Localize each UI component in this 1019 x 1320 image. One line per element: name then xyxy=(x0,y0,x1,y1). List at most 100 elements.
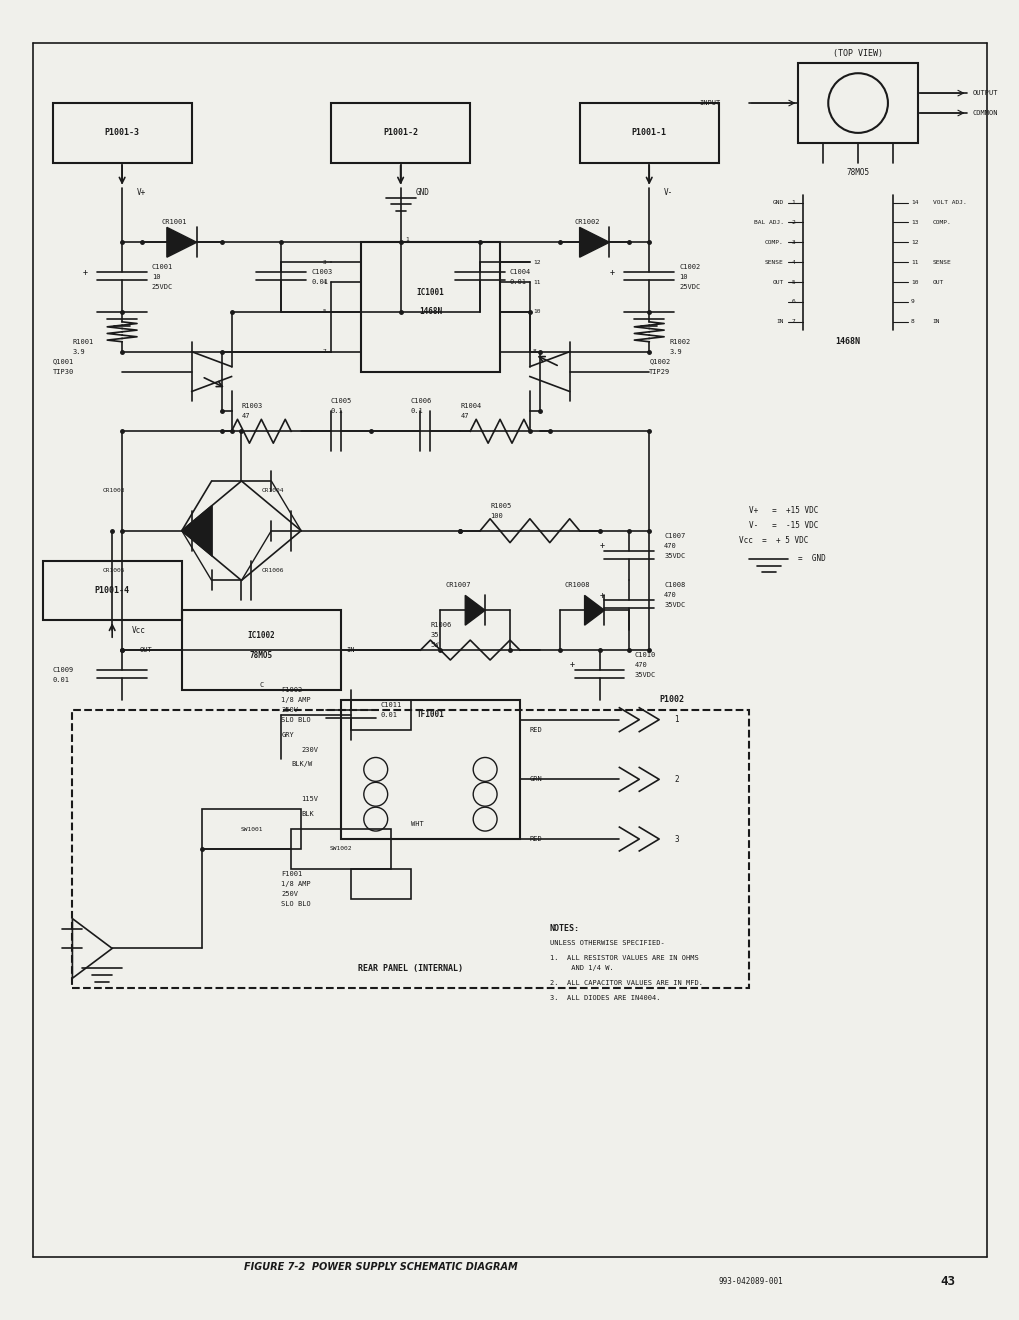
Text: P1002: P1002 xyxy=(658,696,684,705)
Text: 100: 100 xyxy=(489,512,502,519)
Polygon shape xyxy=(242,531,271,581)
Text: C: C xyxy=(259,682,263,688)
Text: 78MO5: 78MO5 xyxy=(846,168,869,177)
Text: IN: IN xyxy=(931,319,940,325)
Text: V-: V- xyxy=(663,187,673,197)
Text: TF1001: TF1001 xyxy=(416,710,444,719)
Text: P1001-2: P1001-2 xyxy=(383,128,418,137)
Text: (TOP VIEW): (TOP VIEW) xyxy=(833,49,882,58)
Text: 993-042089-001: 993-042089-001 xyxy=(718,1276,783,1286)
Text: 11: 11 xyxy=(532,280,540,285)
Text: +: + xyxy=(83,268,88,277)
Text: CR1006: CR1006 xyxy=(261,568,283,573)
Text: +: + xyxy=(609,268,613,277)
Text: 470: 470 xyxy=(634,661,646,668)
Text: 2: 2 xyxy=(791,220,795,224)
Text: 10: 10 xyxy=(679,275,687,280)
Text: C1008: C1008 xyxy=(663,582,685,589)
Text: 25VDC: 25VDC xyxy=(152,284,173,290)
Text: F1002: F1002 xyxy=(281,686,303,693)
Text: 2: 2 xyxy=(674,775,678,784)
Polygon shape xyxy=(181,531,211,581)
Text: 10: 10 xyxy=(910,280,917,285)
Bar xyxy=(72,710,748,989)
Text: SLO BLO: SLO BLO xyxy=(281,900,311,907)
Text: C1005: C1005 xyxy=(330,399,352,404)
Text: SLO BLO: SLO BLO xyxy=(281,717,311,722)
Text: Q1001: Q1001 xyxy=(52,359,73,364)
Text: 4: 4 xyxy=(791,260,795,265)
Text: C1002: C1002 xyxy=(679,264,700,271)
Text: OUT: OUT xyxy=(931,280,943,285)
Text: P1001-1: P1001-1 xyxy=(631,128,666,137)
Text: 14: 14 xyxy=(910,201,917,205)
Text: 115V: 115V xyxy=(301,796,318,803)
Text: 8: 8 xyxy=(532,350,536,354)
Polygon shape xyxy=(465,595,485,626)
Polygon shape xyxy=(579,227,609,257)
Text: 1: 1 xyxy=(406,236,409,242)
Text: 5: 5 xyxy=(791,280,795,285)
Text: V+: V+ xyxy=(137,187,146,197)
Text: 7: 7 xyxy=(322,350,326,354)
Bar xyxy=(202,809,301,849)
Text: R1005: R1005 xyxy=(489,503,511,508)
Text: 2.  ALL CAPACITOR VALUES ARE IN MFD.: 2. ALL CAPACITOR VALUES ARE IN MFD. xyxy=(549,981,702,986)
Text: 3.  ALL DIODES ARE IN4004.: 3. ALL DIODES ARE IN4004. xyxy=(549,995,659,1001)
Text: 0.1: 0.1 xyxy=(410,408,423,414)
Text: OUT: OUT xyxy=(139,647,152,653)
Text: C1009: C1009 xyxy=(52,667,73,673)
Text: 10: 10 xyxy=(532,309,540,314)
Text: P1001-4: P1001-4 xyxy=(95,586,129,595)
Text: 470: 470 xyxy=(663,593,677,598)
Text: 1: 1 xyxy=(791,201,795,205)
Text: SENSE: SENSE xyxy=(931,260,951,265)
Text: C1006: C1006 xyxy=(410,399,431,404)
Text: CR1008: CR1008 xyxy=(565,582,590,589)
Text: REAR PANEL (INTERNAL): REAR PANEL (INTERNAL) xyxy=(358,964,463,973)
Polygon shape xyxy=(167,227,197,257)
Text: R1006: R1006 xyxy=(430,622,451,628)
Text: Vcc: Vcc xyxy=(131,626,146,635)
Text: FIGURE 7-2  POWER SUPPLY SCHEMATIC DIAGRAM: FIGURE 7-2 POWER SUPPLY SCHEMATIC DIAGRA… xyxy=(244,1262,517,1271)
Text: BLK/W: BLK/W xyxy=(290,762,312,767)
Text: C1003: C1003 xyxy=(311,269,332,275)
Text: 9: 9 xyxy=(910,300,914,305)
Text: IN: IN xyxy=(345,647,354,653)
Text: 25VDC: 25VDC xyxy=(679,284,700,290)
Text: CR1005: CR1005 xyxy=(102,568,124,573)
Text: F1001: F1001 xyxy=(281,871,303,876)
Text: =  GND: = GND xyxy=(798,554,825,564)
Text: 35: 35 xyxy=(430,632,438,638)
Text: BLK: BLK xyxy=(301,812,314,817)
Text: 10: 10 xyxy=(152,275,160,280)
Text: 47: 47 xyxy=(460,413,469,420)
Text: SW1001: SW1001 xyxy=(239,826,263,832)
Bar xyxy=(351,700,410,730)
Text: 470: 470 xyxy=(663,543,677,549)
Text: 0.01: 0.01 xyxy=(510,279,527,285)
Text: 250V: 250V xyxy=(281,706,298,713)
Text: 35VDC: 35VDC xyxy=(663,553,685,558)
Text: P1001-3: P1001-3 xyxy=(105,128,140,137)
Text: 1/8 AMP: 1/8 AMP xyxy=(281,880,311,887)
Text: +: + xyxy=(599,591,604,599)
Text: C1011: C1011 xyxy=(380,702,401,708)
Text: COMMON: COMMON xyxy=(971,110,997,116)
Text: 12: 12 xyxy=(532,260,540,265)
Text: V+   =  +15 VDC: V+ = +15 VDC xyxy=(748,507,817,515)
Text: 1: 1 xyxy=(674,715,678,725)
Text: R1003: R1003 xyxy=(242,404,263,409)
Text: 35VDC: 35VDC xyxy=(634,672,655,678)
Text: GND: GND xyxy=(415,187,429,197)
Text: R1004: R1004 xyxy=(460,404,481,409)
Text: 4: 4 xyxy=(322,280,326,285)
Text: 11: 11 xyxy=(910,260,917,265)
Text: IC1002: IC1002 xyxy=(248,631,275,640)
Text: CR1001: CR1001 xyxy=(162,219,187,226)
Text: +: + xyxy=(599,541,604,550)
Text: CR1003: CR1003 xyxy=(102,488,124,494)
Text: CR1002: CR1002 xyxy=(574,219,599,226)
Polygon shape xyxy=(584,595,604,626)
Text: WHT: WHT xyxy=(410,821,423,828)
